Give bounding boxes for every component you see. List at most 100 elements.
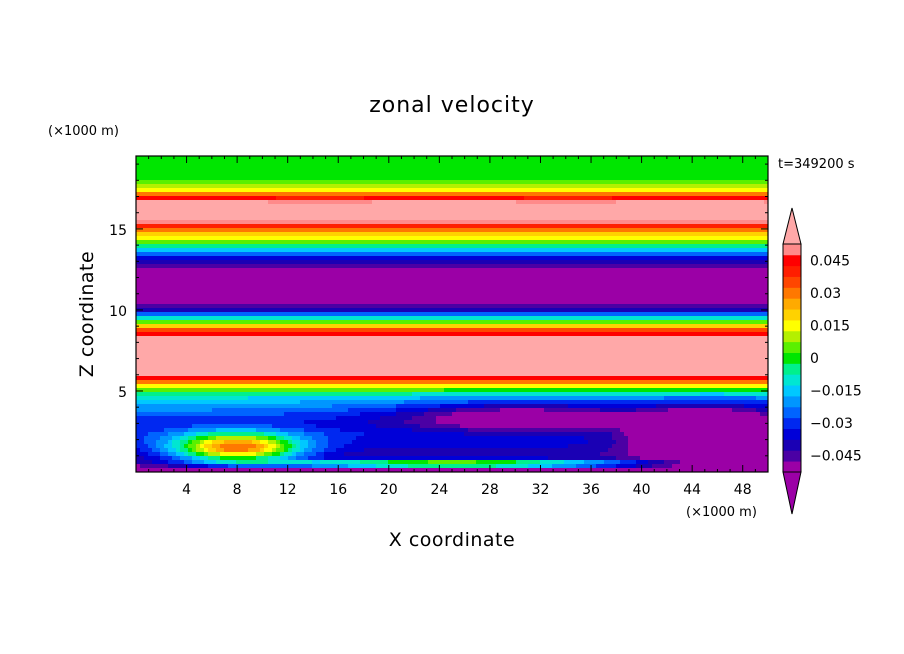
field-cell: [136, 268, 141, 273]
field-cell: [280, 356, 285, 361]
field-cell: [320, 464, 325, 469]
field-cell: [372, 172, 377, 177]
field-cell: [296, 424, 301, 429]
field-cell: [344, 376, 349, 381]
field-cell: [360, 288, 365, 293]
field-cell: [188, 216, 193, 221]
field-cell: [368, 316, 373, 321]
field-cell: [172, 276, 177, 281]
field-cell: [180, 180, 185, 185]
field-cell: [276, 416, 281, 421]
field-cell: [340, 384, 345, 389]
field-cell: [372, 220, 377, 225]
field-cell: [168, 276, 173, 281]
field-cell: [208, 232, 213, 237]
field-cell: [360, 240, 365, 245]
field-cell: [196, 408, 201, 413]
field-cell: [376, 348, 381, 353]
field-cell: [216, 312, 221, 317]
field-cell: [308, 360, 313, 365]
field-cell: [152, 236, 157, 241]
field-cell: [136, 248, 141, 253]
field-cell: [172, 300, 177, 305]
field-cell: [240, 452, 245, 457]
field-cell: [272, 416, 277, 421]
field-cell: [152, 460, 157, 465]
field-cell: [288, 248, 293, 253]
field-cell: [268, 312, 273, 317]
field-cell: [256, 272, 261, 277]
field-cell: [228, 272, 233, 277]
field-cell: [212, 184, 217, 189]
field-cell: [168, 384, 173, 389]
field-cell: [168, 164, 173, 169]
field-cell: [336, 456, 341, 461]
field-cell: [340, 464, 345, 469]
field-cell: [372, 212, 377, 217]
field-cell: [236, 176, 241, 181]
field-cell: [148, 412, 153, 417]
field-cell: [144, 340, 149, 345]
field-cell: [288, 268, 293, 273]
field-cell: [264, 304, 269, 309]
field-cell: [352, 208, 357, 213]
field-cell: [248, 464, 253, 469]
field-cell: [288, 252, 293, 257]
field-cell: [152, 424, 157, 429]
field-cell: [320, 220, 325, 225]
field-cell: [136, 300, 141, 305]
field-cell: [200, 316, 205, 321]
field-cell: [320, 424, 325, 429]
field-cell: [252, 368, 257, 373]
field-cell: [208, 236, 213, 241]
field-cell: [196, 336, 201, 341]
field-cell: [188, 408, 193, 413]
field-cell: [252, 288, 257, 293]
field-cell: [196, 316, 201, 321]
field-cell: [288, 184, 293, 189]
field-cell: [324, 236, 329, 241]
field-cell: [140, 216, 145, 221]
field-cell: [356, 280, 361, 285]
field-cell: [168, 252, 173, 257]
field-cell: [208, 292, 213, 297]
field-cell: [244, 168, 249, 173]
field-cell: [288, 284, 293, 289]
field-cell: [176, 252, 181, 257]
field-cell: [352, 240, 357, 245]
field-cell: [328, 300, 333, 305]
field-cell: [272, 292, 277, 297]
field-cell: [248, 200, 253, 205]
field-cell: [324, 160, 329, 165]
field-cell: [324, 428, 329, 433]
field-cell: [244, 292, 249, 297]
field-cell: [272, 284, 277, 289]
field-cell: [304, 180, 309, 185]
field-cell: [184, 228, 189, 233]
field-cell: [204, 308, 209, 313]
field-cell: [332, 408, 337, 413]
field-cell: [176, 204, 181, 209]
field-cell: [244, 236, 249, 241]
field-cell: [260, 176, 265, 181]
field-cell: [228, 396, 233, 401]
field-cell: [192, 320, 197, 325]
field-cell: [192, 252, 197, 257]
field-cell: [240, 424, 245, 429]
field-cell: [220, 304, 225, 309]
field-cell: [292, 356, 297, 361]
field-cell: [264, 368, 269, 373]
field-cell: [280, 404, 285, 409]
field-cell: [192, 304, 197, 309]
field-cell: [140, 372, 145, 377]
field-cell: [252, 232, 257, 237]
field-cell: [220, 432, 225, 437]
field-cell: [180, 248, 185, 253]
field-cell: [216, 228, 221, 233]
field-cell: [156, 288, 161, 293]
field-cell: [360, 344, 365, 349]
field-cell: [200, 400, 205, 405]
field-cell: [348, 268, 353, 273]
field-cell: [368, 388, 373, 393]
field-cell: [236, 240, 241, 245]
